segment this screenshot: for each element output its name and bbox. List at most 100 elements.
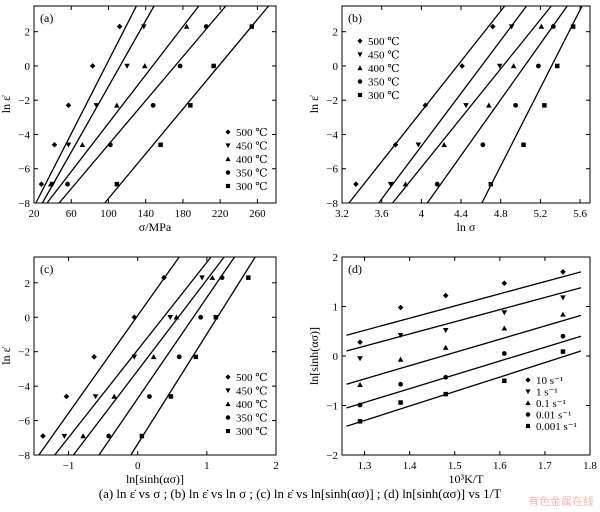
data-point [188,103,193,108]
data-point [502,378,507,383]
data-point [147,394,152,399]
y-tick-label: 0 [333,61,339,73]
y-axis-label: ln ε̇ [307,95,321,113]
data-point [161,274,167,281]
data-point [199,275,205,281]
data-point [38,181,45,187]
legend-label: 1 s⁻¹ [536,387,558,399]
data-point [463,103,469,109]
y-tick-label: 2 [25,278,31,290]
data-point [392,141,399,148]
data-point [513,102,518,108]
legend-marker [525,377,531,383]
data-point [209,274,216,280]
data-point [357,339,363,345]
y-tick-label: −2 [18,347,30,359]
x-tick-label: −1 [63,460,75,472]
y-tick-label: −2 [18,95,30,107]
data-point [89,63,96,69]
data-point [397,304,404,311]
series-2 [378,5,528,204]
data-point [488,181,494,187]
data-point [47,181,54,187]
x-tick-label: 20 [29,208,41,220]
x-axis-label: ln[sinh(ασ)] [126,472,184,486]
data-point [124,63,130,69]
x-tick-label: 4 [419,208,425,220]
data-point [434,181,440,187]
legend-marker [225,401,231,407]
data-point [443,374,449,380]
series-5 [104,5,270,204]
x-axis-label: σ/MPa [139,220,172,234]
data-point [65,102,72,109]
y-axis-label: ln ε̇ [0,95,13,113]
data-point [139,433,145,439]
legend-label: 10 s⁻¹ [536,375,563,387]
series-3 [392,5,552,204]
series-2 [346,287,582,362]
data-point [249,24,255,29]
chart-panel-4: 1.3 1.4 1.5 1.6 1.7 1.8 −2 −1 0 1 2 (d) 10³K/T ln[sin… [307,252,597,486]
data-point [65,181,70,187]
x-axis-label: ln σ [457,220,476,234]
plot-frame [341,5,591,204]
legend-marker [225,143,231,149]
legend-marker [225,415,231,420]
data-point [536,63,541,69]
data-point [501,310,508,316]
y-tick-label: −2 [326,450,338,462]
x-tick-label: 1.3 [358,460,372,472]
y-tick-label: 0 [25,312,31,324]
x-tick-label: 3.2 [335,208,349,220]
data-point [150,354,157,360]
series-1 [348,5,506,204]
y-tick-label: −4 [18,129,30,141]
data-point [560,311,566,317]
fit-line [346,314,582,385]
series-4 [346,333,582,409]
series-5 [130,256,256,456]
legend-label: 350 ℃ [236,413,268,425]
data-point [501,280,508,287]
y-tick-label: 2 [333,27,339,39]
data-point [560,295,566,301]
x-tick-label: 1.7 [538,460,552,472]
x-tick-label: 260 [249,208,266,220]
series-5 [481,5,583,204]
data-point [357,381,363,387]
data-point [79,141,86,147]
data-point [40,433,46,439]
data-point [442,328,449,334]
data-point [560,349,566,354]
series-4 [98,256,236,456]
x-tick-label: 4.4 [454,208,468,220]
legend: 10 s⁻¹1 s⁻¹0.1 s⁻¹0.01 s⁻¹0.001 s⁻¹ [525,375,577,433]
fit-line [104,5,270,204]
data-point [92,394,99,400]
data-point [486,102,492,108]
y-tick-label: −4 [18,381,30,393]
x-tick-label: 3.6 [375,208,389,220]
series-4 [426,5,568,204]
data-point [131,354,138,360]
legend-label: 300 ℃ [236,181,268,193]
series-1 [346,269,582,345]
legend-marker [357,92,363,98]
series-3 [72,256,225,456]
fit-line [378,5,528,204]
data-point [510,63,517,69]
legend-marker [225,170,231,175]
fit-line [426,5,568,204]
y-tick-label: 2 [333,252,339,264]
data-point [398,400,403,405]
series-2 [54,256,212,456]
x-tick-label: 100 [100,208,117,220]
y-tick-label: −6 [326,164,338,176]
legend-marker [525,400,531,406]
legend-marker [525,423,531,429]
legend-label: 400 ℃ [236,399,268,411]
data-point [357,419,363,424]
legend-marker [225,129,231,135]
